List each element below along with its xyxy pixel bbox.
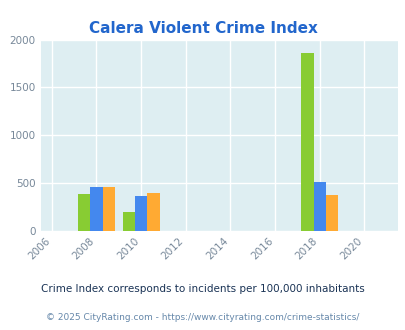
Bar — [313, 182, 325, 231]
Bar — [78, 194, 90, 231]
Text: © 2025 CityRating.com - https://www.cityrating.com/crime-statistics/: © 2025 CityRating.com - https://www.city… — [46, 313, 359, 322]
Bar — [301, 53, 313, 231]
Bar — [147, 193, 159, 231]
Bar — [325, 195, 337, 231]
Bar — [134, 196, 147, 231]
Text: Calera Violent Crime Index: Calera Violent Crime Index — [88, 21, 317, 36]
Bar — [102, 187, 115, 231]
Text: Crime Index corresponds to incidents per 100,000 inhabitants: Crime Index corresponds to incidents per… — [41, 284, 364, 294]
Bar — [122, 212, 134, 231]
Bar — [90, 187, 102, 231]
